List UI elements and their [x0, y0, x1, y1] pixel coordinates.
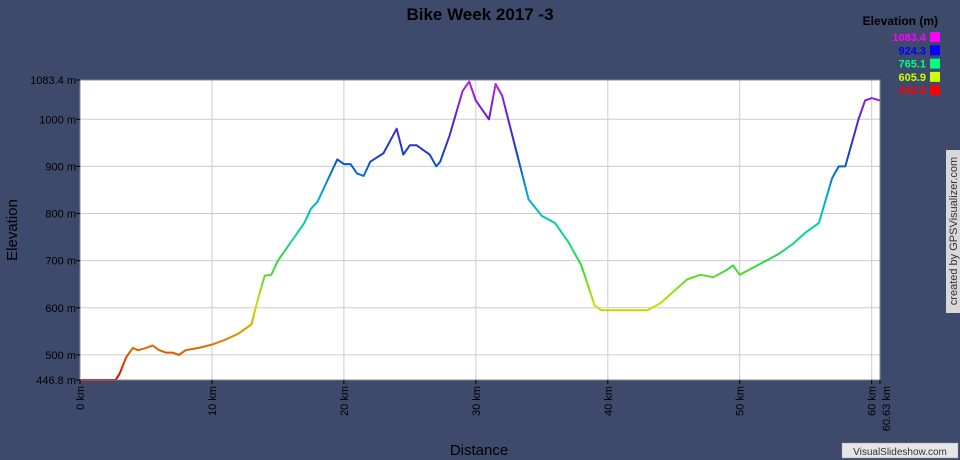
y-tick-label: 500 m — [45, 350, 76, 362]
side-credit-box — [946, 150, 960, 313]
legend-swatch — [930, 71, 940, 82]
y-tick-label: 900 m — [45, 161, 76, 173]
x-tick-label: 60.63 km — [881, 386, 893, 431]
x-axis-title: Distance — [450, 442, 508, 459]
legend-label: 605.9 — [898, 72, 926, 84]
legend-label: 1083.4 — [892, 32, 927, 44]
legend-label: 765.1 — [898, 59, 926, 71]
y-tick-label: 1083.4 m — [30, 75, 76, 87]
legend-label: 924.3 — [898, 45, 926, 57]
legend-swatch — [930, 45, 940, 56]
plot-border — [79, 79, 881, 381]
grid-lines — [80, 80, 880, 380]
y-axis: 446.8 m 500 m 600 m 700 m 800 m 900 m 1000 m 10… — [30, 75, 80, 387]
legend-title: Elevation (m) — [863, 14, 938, 28]
x-tick-label: 10 km — [207, 386, 219, 416]
x-tick-label: 40 km — [603, 386, 615, 416]
x-tick-label: 20 km — [339, 386, 351, 416]
legend-swatch — [930, 58, 940, 69]
y-tick-label: 1000 m — [39, 114, 76, 126]
y-tick-label: 446.8 m — [36, 375, 76, 387]
y-axis-title: Elevation — [4, 199, 21, 261]
x-tick-label: 0 km — [75, 386, 87, 410]
x-tick-label: 50 km — [735, 386, 747, 416]
y-tick-label: 800 m — [45, 209, 76, 221]
x-tick-label: 30 km — [471, 386, 483, 416]
side-credit: created by GPSVisualizer.com — [948, 157, 960, 305]
x-tick-label: 60 km — [867, 386, 879, 416]
chart-title: Bike Week 2017 -3 — [406, 5, 553, 24]
legend-label: 446.8 — [898, 85, 926, 97]
elevation-profile — [80, 80, 881, 381]
plot-area — [80, 80, 880, 380]
watermark: VisualSlideshow.com — [853, 447, 947, 458]
x-axis: 0 km 10 km 20 km 30 km 40 km 50 km 60 km 60.63 … — [75, 380, 893, 431]
y-tick-label: 700 m — [45, 256, 76, 268]
legend-swatch — [930, 32, 940, 42]
elevation-line — [80, 80, 881, 381]
watermark-box — [841, 442, 959, 459]
y-tick-label: 600 m — [45, 303, 76, 315]
legend-swatch — [930, 85, 940, 96]
